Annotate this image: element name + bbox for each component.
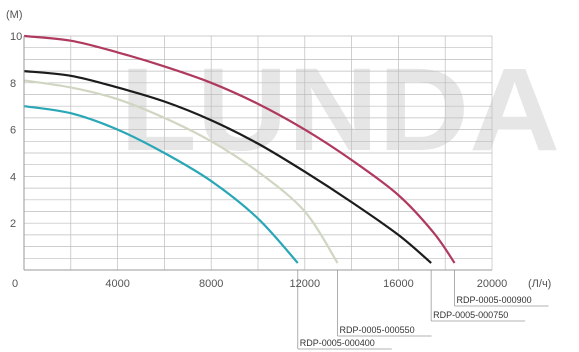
x-tick-label: 8000 <box>199 278 223 290</box>
series-label: RDP-0005-000900 <box>457 295 532 305</box>
x-tick-label: 20000 <box>477 278 508 290</box>
y-tick-label: 8 <box>10 78 16 90</box>
y-tick-label: 10 <box>10 31 22 43</box>
series-line-4 <box>23 34 456 264</box>
series-label: RDP-0005-000400 <box>300 338 375 348</box>
series-line-2 <box>23 79 339 264</box>
series-label: RDP-0005-000550 <box>340 325 415 335</box>
series-label: RDP-0005-000750 <box>433 310 508 320</box>
y-tick-label: 6 <box>10 125 16 137</box>
curves <box>23 34 456 264</box>
y-tick-label: 2 <box>10 218 16 230</box>
x-tick-label: 12000 <box>290 278 321 290</box>
grid <box>23 35 493 271</box>
x-tick-label: 4000 <box>105 278 129 290</box>
x-tick-label: 0 <box>12 278 18 290</box>
x-unit-label: (Л/ч) <box>528 278 551 290</box>
series-line-1 <box>23 105 299 264</box>
axes: 0 4000 8000 12000 16000 20000 2 4 6 8 10 <box>10 31 507 290</box>
series-line-3 <box>23 70 432 264</box>
y-unit-label: (М) <box>6 9 23 21</box>
y-tick-label: 4 <box>10 171 16 183</box>
watermark: LUNDA <box>120 44 560 176</box>
x-tick-label: 16000 <box>383 278 414 290</box>
callouts: RDP-0005-000400 RDP-0005-000550 RDP-0005-0… <box>297 270 549 350</box>
